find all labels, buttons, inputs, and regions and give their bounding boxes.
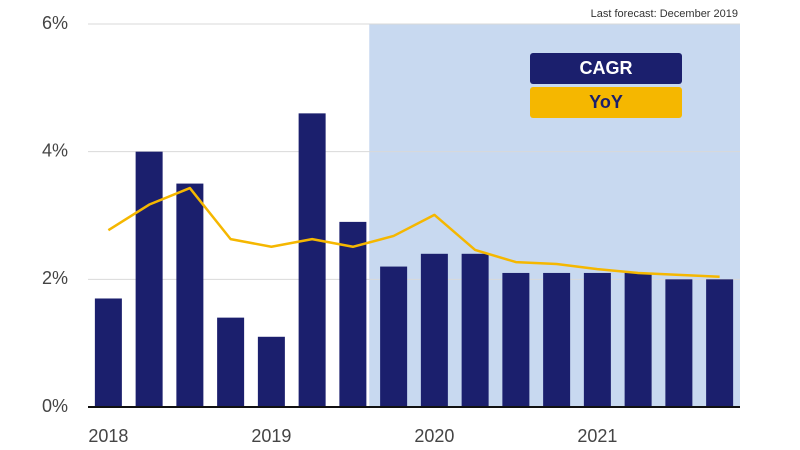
x-tick-label: 2018 xyxy=(88,426,128,446)
bar xyxy=(502,272,530,407)
bar xyxy=(217,317,245,407)
bar xyxy=(543,272,571,407)
legend-label: CAGR xyxy=(580,58,633,78)
bar xyxy=(135,151,163,407)
y-tick-label: 0% xyxy=(42,396,68,416)
line xyxy=(107,186,720,279)
legend-swatch xyxy=(530,53,682,84)
legend-label: YoY xyxy=(589,92,623,112)
bar xyxy=(94,298,122,407)
annotation: Last forecast: December 2019 xyxy=(591,8,738,20)
bar xyxy=(706,279,734,407)
bar xyxy=(420,253,448,407)
bar xyxy=(298,113,326,407)
bar xyxy=(380,266,408,407)
y-tick-label: 2% xyxy=(42,268,68,288)
bar xyxy=(665,279,693,407)
bar xyxy=(583,272,611,407)
y-tick-label: 4% xyxy=(42,140,68,160)
bar xyxy=(257,336,285,407)
x-tick-label: 2021 xyxy=(577,426,617,446)
bar xyxy=(624,272,652,407)
x-tick-label: 2020 xyxy=(414,426,454,446)
y-tick-label: 6% xyxy=(42,13,68,33)
bar xyxy=(339,221,367,407)
x-tick-label: 2019 xyxy=(251,426,291,446)
bar xyxy=(461,253,489,407)
bar xyxy=(176,183,204,407)
legend-swatch xyxy=(530,87,682,118)
